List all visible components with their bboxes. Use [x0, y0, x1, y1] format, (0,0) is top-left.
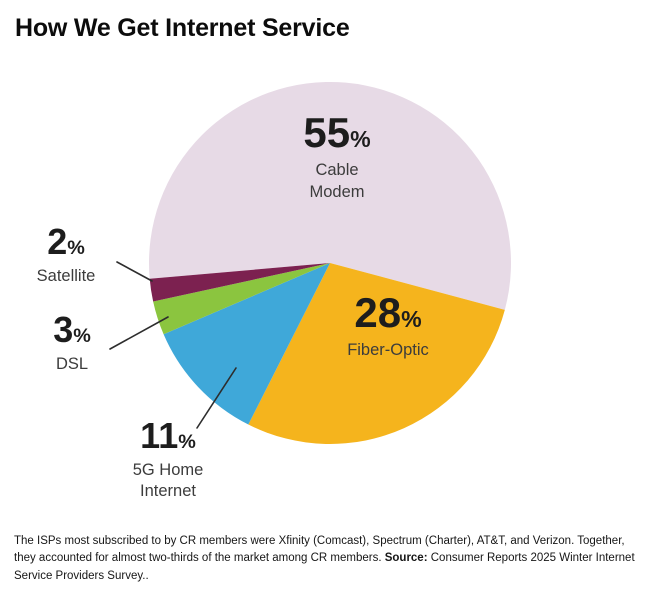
footnote: The ISPs most subscribed to by CR member… [14, 533, 640, 585]
leader-lines [109, 261, 237, 429]
label-dsl: 3% DSL [12, 309, 132, 375]
pie-slice-5g-home-internet [163, 263, 330, 425]
value-fiber-optic-number: 28 [354, 289, 402, 336]
pie-slices [149, 81, 512, 444]
value-5g-home-internet-number: 11 [140, 415, 179, 456]
pie-slice-fiber-optic [248, 263, 505, 444]
category-fiber-optic: Fiber-Optic [347, 340, 429, 359]
pie-slice-cable-modem [149, 81, 512, 310]
footnote-text-before: The ISPs most subscribed to by CR member… [14, 535, 625, 565]
label-cable-modem: 55% Cable Modem [257, 109, 417, 203]
footnote-text-after: Consumer Reports 2025 Winter Internet Se… [14, 552, 635, 582]
value-cable-modem: 55% [257, 109, 417, 156]
value-cable-modem-number: 55 [303, 109, 351, 156]
category-satellite: Satellite [36, 266, 96, 285]
value-satellite-number: 2 [47, 221, 68, 262]
percent-sign: % [178, 431, 196, 453]
leader-line-satellite [116, 261, 153, 282]
leader-line-5g-home-internet [196, 367, 237, 429]
footnote-source-label: Source: [384, 552, 428, 565]
label-satellite: 2% Satellite [6, 221, 126, 287]
category-dsl: DSL [55, 354, 89, 373]
label-5g-home-internet: 11% 5G Home Internet [103, 415, 233, 503]
pie-slice-dsl [153, 263, 330, 335]
percent-sign: % [67, 237, 85, 259]
percent-sign: % [401, 306, 422, 332]
chart-title: How We Get Internet Service [15, 14, 350, 42]
category-5g-home-internet: 5G Home Internet [132, 460, 204, 501]
pie-slice-satellite [149, 263, 330, 302]
label-fiber-optic: 28% Fiber-Optic [308, 289, 468, 362]
percent-sign: % [73, 325, 91, 347]
value-dsl-number: 3 [53, 309, 74, 350]
value-satellite: 2% [6, 221, 126, 262]
value-dsl: 3% [12, 309, 132, 350]
value-fiber-optic: 28% [308, 289, 468, 336]
percent-sign: % [350, 126, 371, 152]
category-cable-modem: Cable Modem [309, 160, 365, 201]
leader-line-dsl [109, 316, 169, 350]
value-5g-home-internet: 11% [103, 415, 233, 456]
